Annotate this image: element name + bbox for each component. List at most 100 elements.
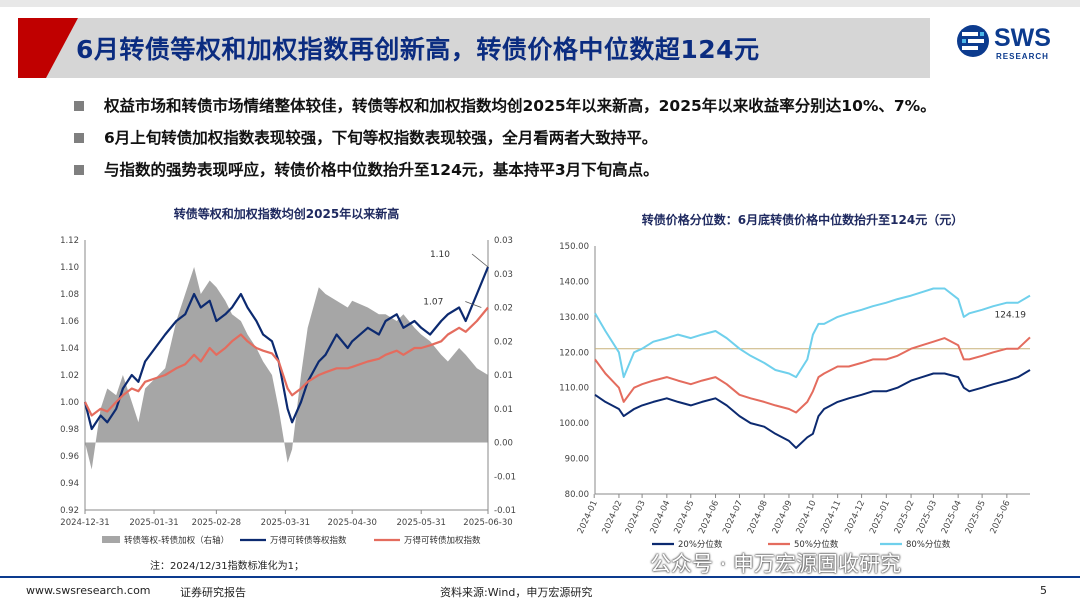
legend-label: 万得可转债加权指数 (404, 535, 481, 546)
top-bar (0, 0, 1080, 7)
chart-title: 转债价格分位数：6月底转债价格中位数抬升至124元（元） (642, 212, 963, 227)
bullet-text: 权益市场和转债市场情绪整体较佳，转债等权和加权指数均创2025年以来新高，202… (104, 97, 936, 115)
y-tick-label: 0.94 (60, 479, 79, 489)
footer-divider (0, 576, 1080, 578)
legend-label: 20%分位数 (678, 539, 723, 550)
title-background (18, 18, 930, 78)
x-tick-label: 2025-05-31 (397, 518, 446, 528)
legend-label: 转债等权-转债加权（右轴） (124, 535, 229, 546)
y-tick-label: 1.10 (60, 263, 79, 273)
bullet-square-icon (74, 101, 84, 111)
footer-url[interactable]: www.swsresearch.com (26, 584, 151, 597)
x-tick-label: 2024-06 (697, 499, 721, 535)
x-tick-label: 2025-03 (915, 499, 939, 535)
x-tick-label: 2024-12 (843, 499, 867, 535)
legend-swatch-area (102, 536, 120, 543)
y-tick-label: 150.00 (559, 242, 589, 252)
x-tick-label: 2025-06-30 (463, 518, 512, 528)
y-tick-label: 1.02 (60, 371, 79, 381)
title-banner: 6月转债等权和加权指数再创新高，转债价格中位数超124元 (18, 18, 930, 78)
x-tick-label: 2025-03-31 (261, 518, 310, 528)
y2-tick-label: 0.01 (494, 405, 513, 415)
line-series-cap-weight (84, 306, 489, 417)
bullet-square-icon (74, 133, 84, 143)
page-title: 6月转债等权和加权指数再创新高，转债价格中位数超124元 (76, 35, 760, 64)
x-tick-label: 2024-09 (771, 499, 795, 535)
y-tick-label: 140.00 (559, 277, 589, 287)
bullet-list: 权益市场和转债市场情绪整体较佳，转债等权和加权指数均创2025年以来新高，202… (74, 96, 1074, 192)
y-tick-label: 1.08 (60, 290, 79, 300)
bullet-text: 与指数的强势表现呼应，转债价格中位数抬升至124元，基本持平3月下旬高点。 (104, 161, 659, 179)
y-tick-label: 90.00 (565, 455, 589, 465)
x-tick-label: 2024-02 (601, 499, 625, 535)
y2-tick-label: -0.01 (494, 506, 516, 516)
chart-title: 转债等权和加权指数均创2025年以来新高 (174, 206, 399, 221)
page-number: 5 (1040, 584, 1047, 597)
x-tick-label: 2025-06 (988, 499, 1012, 535)
area-series-spread (85, 267, 488, 470)
index-chart: 转债等权和加权指数均创2025年以来新高 0.92 0.94 0.96 0.98 1.00… (60, 206, 516, 572)
annotation-label: 124.19 (995, 310, 1027, 320)
watermark: 公众号 · 申万宏源固收研究 (650, 548, 901, 578)
y-tick-label: 100.00 (559, 419, 589, 429)
x-tick-label: 2024-11 (819, 499, 843, 535)
logo-subtitle: RESEARCH (996, 52, 1049, 61)
x-tick-label: 2025-01-31 (129, 518, 178, 528)
x-tick-label: 2024-05 (672, 499, 696, 535)
line-series-p20 (594, 369, 1031, 449)
x-tick-label: 2024-04 (648, 499, 672, 535)
line-series-p80 (594, 287, 1031, 379)
watermark-text: 公众号 · 申万宏源固收研究 (650, 552, 902, 576)
x-tick-label: 2025-04-30 (327, 518, 376, 528)
footer-doc-type: 证券研究报告 (180, 586, 246, 599)
x-tick-label: 2025-04 (940, 499, 964, 535)
bullet-square-icon (74, 165, 84, 175)
title-red-accent (18, 18, 78, 78)
y-tick-label: 1.12 (60, 236, 79, 246)
bullet-text: 6月上旬转债加权指数表现较强，下旬等权指数表现较强，全月看两者大致持平。 (104, 129, 658, 147)
legend-label: 80%分位数 (906, 539, 951, 550)
y2-tick-label: 0.03 (494, 270, 513, 280)
annotation-label: 1.10 (430, 250, 450, 260)
x-tick-label: 2025-05 (964, 499, 988, 535)
annotation-leader (465, 301, 482, 308)
annotation-label: 1.07 (423, 298, 443, 308)
bullet-item: 6月上旬转债加权指数表现较强，下旬等权指数表现较强，全月看两者大致持平。 (74, 128, 1074, 148)
x-tick-label: 2024-07 (721, 499, 745, 535)
y2-tick-label: 0.02 (494, 337, 513, 347)
y2-tick-label: 0.01 (494, 371, 513, 381)
x-tick-label: 2024-12-31 (60, 518, 109, 528)
y2-tick-label: 0.03 (494, 236, 513, 246)
x-tick-label: 2024-03 (624, 499, 648, 535)
y-tick-label: 110.00 (559, 384, 589, 394)
y2-tick-label: 0.02 (494, 304, 513, 314)
x-tick-label: 2024-10 (795, 499, 819, 535)
legend-label: 万得可转债等权指数 (270, 535, 347, 546)
x-tick-label: 2025-02-28 (192, 518, 241, 528)
y-tick-label: 0.98 (60, 425, 79, 435)
y-tick-label: 1.06 (60, 317, 79, 327)
chart-note: 注：2024/12/31指数标准化为1； (150, 559, 304, 572)
price-percentile-chart: 转债价格分位数：6月底转债价格中位数抬升至124元（元） 80.00 90.00 10… (559, 212, 1031, 550)
y2-tick-label: 0.00 (494, 439, 513, 449)
footer-source: 资料来源:Wind，申万宏源研究 (440, 586, 593, 599)
x-tick-label: 2024-01 (576, 499, 600, 535)
x-tick-label: 2025-02 (893, 499, 917, 535)
legend-label: 50%分位数 (794, 539, 839, 550)
y-tick-label: 0.92 (60, 506, 79, 516)
line-series-p50 (594, 336, 1031, 414)
y2-tick-label: -0.01 (494, 472, 516, 482)
sws-logo: SWS RESEARCH (956, 22, 1066, 72)
y-tick-label: 120.00 (559, 348, 589, 358)
bullet-item: 与指数的强势表现呼应，转债价格中位数抬升至124元，基本持平3月下旬高点。 (74, 160, 1074, 180)
logo-word: SWS (994, 24, 1051, 52)
sws-logo-icon (957, 25, 989, 57)
y-tick-label: 0.96 (60, 452, 79, 462)
y-tick-label: 1.04 (60, 344, 79, 354)
y-tick-label: 1.00 (60, 398, 79, 408)
x-tick-label: 2024-08 (746, 499, 770, 535)
x-tick-label: 2025-01 (868, 499, 892, 535)
y-tick-label: 130.00 (559, 313, 589, 323)
annotation-leader (471, 253, 489, 268)
y-tick-label: 80.00 (565, 490, 589, 500)
